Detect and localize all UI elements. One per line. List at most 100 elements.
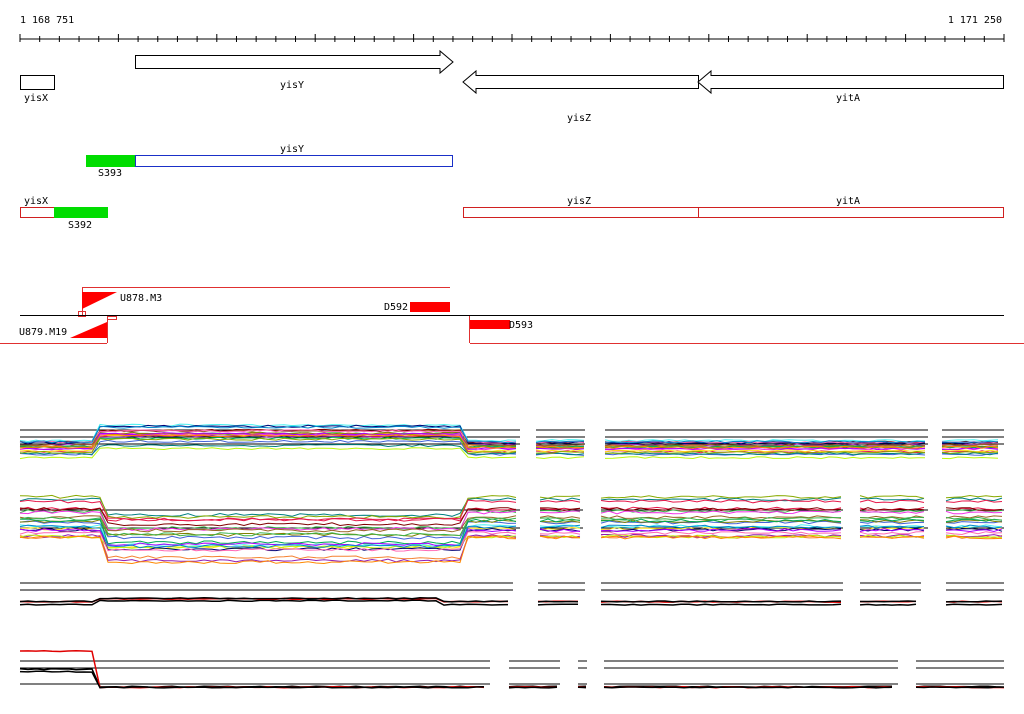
profile-curve <box>859 536 925 539</box>
gene-label-yisX: yisX <box>24 93 48 104</box>
profile-curve <box>859 528 925 532</box>
gene-yisZ[interactable] <box>462 69 699 95</box>
minus-gene-label-yisZ: yisZ <box>567 196 591 207</box>
expression-profile-panel-3 <box>19 582 1004 606</box>
plus-gene-label: yisY <box>280 144 304 155</box>
gene-yisX[interactable] <box>20 75 55 90</box>
profile-curve <box>859 499 925 504</box>
profile-curve <box>945 603 1003 606</box>
profile-curve <box>945 520 1003 524</box>
profile-curve <box>945 524 1003 529</box>
profile-curve <box>540 507 581 512</box>
profile-curve <box>942 440 999 443</box>
profile-curve <box>600 499 842 504</box>
gene-yisY[interactable] <box>135 49 454 75</box>
profile-curve <box>941 447 999 450</box>
profile-curve <box>19 535 517 565</box>
profile-curve <box>859 524 925 529</box>
profile-curve <box>859 507 925 511</box>
profile-curve <box>19 509 517 531</box>
profile-curve <box>19 439 517 456</box>
expression-profile-panel-4 <box>19 649 1005 689</box>
profile-curve <box>941 452 999 456</box>
profile-curve <box>859 603 917 606</box>
profile-curve <box>945 600 1003 603</box>
profile-curve <box>859 531 925 535</box>
profile-curve <box>539 531 581 535</box>
profile-curve <box>19 499 517 522</box>
profile-curve <box>603 686 893 689</box>
profile-curve <box>539 517 581 521</box>
profile-curve <box>945 528 1003 533</box>
profile-curve <box>859 511 925 514</box>
ruler-end-label: 1 171 250 <box>948 15 1002 26</box>
profile-curve <box>859 497 925 501</box>
profile-curve <box>535 440 585 443</box>
expression-profile-panel-2 <box>19 494 1004 565</box>
gene-label-yisY: yisY <box>280 80 304 91</box>
profile-curve <box>19 528 517 547</box>
profile-curve <box>941 439 999 442</box>
profile-curve <box>19 494 517 520</box>
transcript-yisY[interactable] <box>135 155 453 167</box>
profile-curve <box>535 450 585 454</box>
profile-curve <box>941 445 999 449</box>
profile-curve <box>600 495 842 499</box>
profile-curve <box>19 510 517 531</box>
profile-curve <box>535 452 585 456</box>
profile-curve <box>945 507 1003 511</box>
gene-yitA[interactable] <box>697 69 1004 95</box>
element-D592[interactable] <box>410 302 450 312</box>
element-U878-M3[interactable] <box>82 292 117 309</box>
element-U878-M3-marker <box>78 311 86 317</box>
profile-curve <box>535 445 584 449</box>
profile-curve <box>536 447 585 451</box>
profile-curve <box>539 510 581 514</box>
profile-curve <box>19 534 517 560</box>
profile-curve <box>945 494 1003 499</box>
profile-curve <box>539 495 581 499</box>
profile-curve <box>945 509 1003 512</box>
transcript-yisX[interactable] <box>20 207 55 218</box>
profile-curve <box>601 516 841 521</box>
plus-strand-track: yisY S393 <box>86 144 453 179</box>
gene-label-yisZ: yisZ <box>567 113 591 124</box>
profile-curve <box>537 600 579 603</box>
profile-curve <box>604 449 926 453</box>
profile-curve <box>859 518 925 523</box>
segment-S393[interactable] <box>86 155 135 167</box>
profile-curve <box>539 535 581 540</box>
element-U879-M19[interactable] <box>70 322 107 338</box>
profile-curve <box>19 524 517 549</box>
profile-curve <box>600 528 842 533</box>
coordinate-ruler: 1 168 751 1 171 250 <box>19 15 1005 42</box>
profile-curve <box>19 597 509 603</box>
profile-curve <box>945 497 1003 502</box>
profile-curve <box>945 519 1003 523</box>
profile-curve <box>539 518 581 523</box>
profile-curve <box>19 429 517 444</box>
profile-curve <box>19 434 517 447</box>
element-D593[interactable] <box>470 320 510 329</box>
transcript-yitA[interactable] <box>698 207 1004 218</box>
profile-curve <box>539 526 581 531</box>
gene-label-yitA: yitA <box>836 93 860 104</box>
profile-curve <box>19 447 517 460</box>
profile-curve <box>604 445 926 449</box>
profile-curve <box>19 497 517 517</box>
profile-curve <box>859 520 925 525</box>
profile-curve <box>600 519 842 524</box>
segment-S392[interactable] <box>54 207 108 218</box>
ruler-start-label: 1 168 751 <box>20 15 74 26</box>
profile-curve <box>19 425 517 444</box>
profile-curve <box>915 686 1005 689</box>
profile-curve <box>604 440 926 444</box>
profile-curve <box>19 599 509 606</box>
minus-gene-label-yisX: yisX <box>24 196 48 207</box>
transcript-yisZ[interactable] <box>463 207 699 218</box>
profile-curve <box>946 507 1003 511</box>
profile-curve <box>860 600 917 603</box>
profile-curve <box>941 449 999 453</box>
profile-curve <box>945 516 1003 521</box>
profile-curve <box>539 497 581 502</box>
